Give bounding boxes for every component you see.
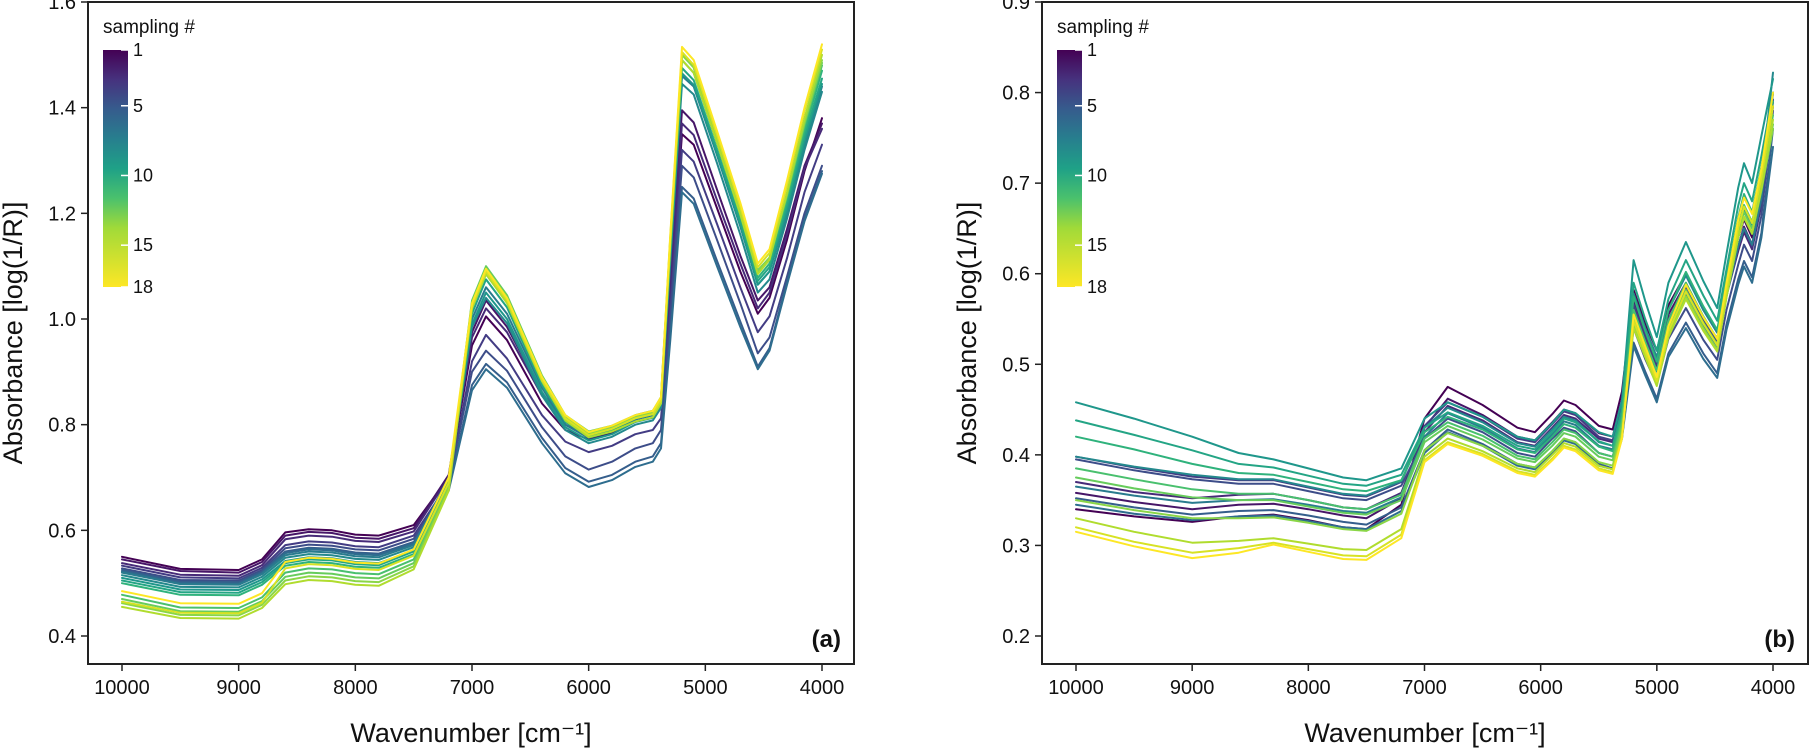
x-tick-label: 6000 [566,677,611,699]
x-axis-title: Wavenumber [cm⁻¹] [1304,718,1545,748]
x-axis-title: Wavenumber [cm⁻¹] [350,718,591,748]
series-line-sampling-9 [121,82,823,589]
series-line-sampling-18 [1075,91,1774,561]
x-tick-label: 5000 [683,677,728,699]
y-tick-label: 0.6 [48,520,76,542]
colorbar [1057,50,1082,287]
y-tick-label: 0.8 [48,415,76,437]
x-tick-label: 9000 [216,677,261,699]
y-axis-title: Absorbance [log(1/R)] [0,202,28,465]
series-line-sampling-11 [121,67,823,594]
colorbar-tick-label: 18 [133,277,153,297]
series-line-sampling-5 [121,164,823,582]
x-tick-label: 7000 [450,677,495,699]
y-tick-label: 0.9 [1002,0,1030,14]
series-line-sampling-16 [1075,118,1774,551]
y-tick-label: 0.4 [1002,445,1030,467]
x-tick-label: 4000 [800,677,845,699]
y-tick-label: 0.8 [1002,83,1030,105]
y-axis-title: Absorbance [log(1/R)] [952,202,982,465]
x-tick-label: 7000 [1402,677,1447,699]
colorbar [103,50,128,287]
y-tick-label: 0.7 [1002,173,1030,195]
y-tick-label: 0.4 [48,626,76,648]
series-line-sampling-17 [1075,105,1774,558]
colorbar-tick-label: 10 [1087,165,1107,185]
panel-b: 10000 9000 8000 7000 6000 5000 4000 0.20.30.40… [952,0,1809,748]
y-tick-label: 0.6 [1002,264,1030,286]
x-axis-ticks: 10000 9000 8000 7000 6000 5000 4000 [94,664,844,699]
y-axis-ticks: 0.2 0.3 0.4 0.5 0.6 0.7 0.8 0.9 [1002,0,1042,648]
colorbar-tick-label: 10 [133,165,153,185]
colorbar-tick-label: 1 [1087,40,1097,60]
x-tick-label: 8000 [333,677,378,699]
x-tick-label: 10000 [94,677,150,699]
series-line-sampling-6 [121,170,823,584]
x-tick-label: 9000 [1170,677,1215,699]
series-line-sampling-7 [121,172,823,585]
series-line-sampling-18 [121,43,823,605]
series-line-sampling-11 [1075,91,1774,487]
x-tick-label: 8000 [1286,677,1331,699]
plot-frame [1041,1,1809,665]
y-tick-label: 0.3 [1002,535,1030,557]
colorbar-tick-label: 15 [133,235,153,255]
y-tick-label: 1.2 [48,203,76,225]
colorbar-tick-label: 1 [133,40,143,60]
panel-label: (a) [812,626,841,653]
legend-title: sampling # [103,17,195,38]
colorbar-tick-label: 18 [1087,277,1107,297]
y-tick-label: 0.2 [1002,626,1030,648]
series-line-sampling-16 [121,53,823,620]
x-tick-label: 10000 [1048,677,1104,699]
y-tick-label: 1.4 [48,98,76,120]
y-axis-ticks: 0.4 0.6 0.8 1.0 1.2 1.4 1.6 [48,0,88,648]
series-line-sampling-4 [121,143,823,580]
series-lines [121,43,823,620]
x-tick-label: 5000 [1635,677,1680,699]
x-tick-label: 6000 [1518,677,1563,699]
x-axis-ticks: 10000 9000 8000 7000 6000 5000 4000 [1048,664,1795,699]
series-line-sampling-17 [121,48,823,615]
series-line-sampling-10 [1075,78,1774,482]
colorbar-tick-label: 5 [1087,96,1097,116]
series-line-sampling-7 [1075,145,1774,531]
x-tick-label: 4000 [1751,677,1796,699]
y-tick-label: 1.6 [48,0,76,14]
colorbar-tick-label: 15 [1087,235,1107,255]
legend-title: sampling # [1057,17,1149,38]
panel-label: (b) [1764,626,1795,653]
colorbar-tick-label: 5 [133,96,143,116]
y-tick-label: 0.5 [1002,354,1030,376]
series-line-sampling-5 [1075,109,1774,502]
panel-a: 10000 9000 8000 7000 6000 5000 4000 0.4 0.6 0.8 1… [0,0,855,748]
series-lines [1075,71,1774,561]
y-tick-label: 1.0 [48,309,76,331]
